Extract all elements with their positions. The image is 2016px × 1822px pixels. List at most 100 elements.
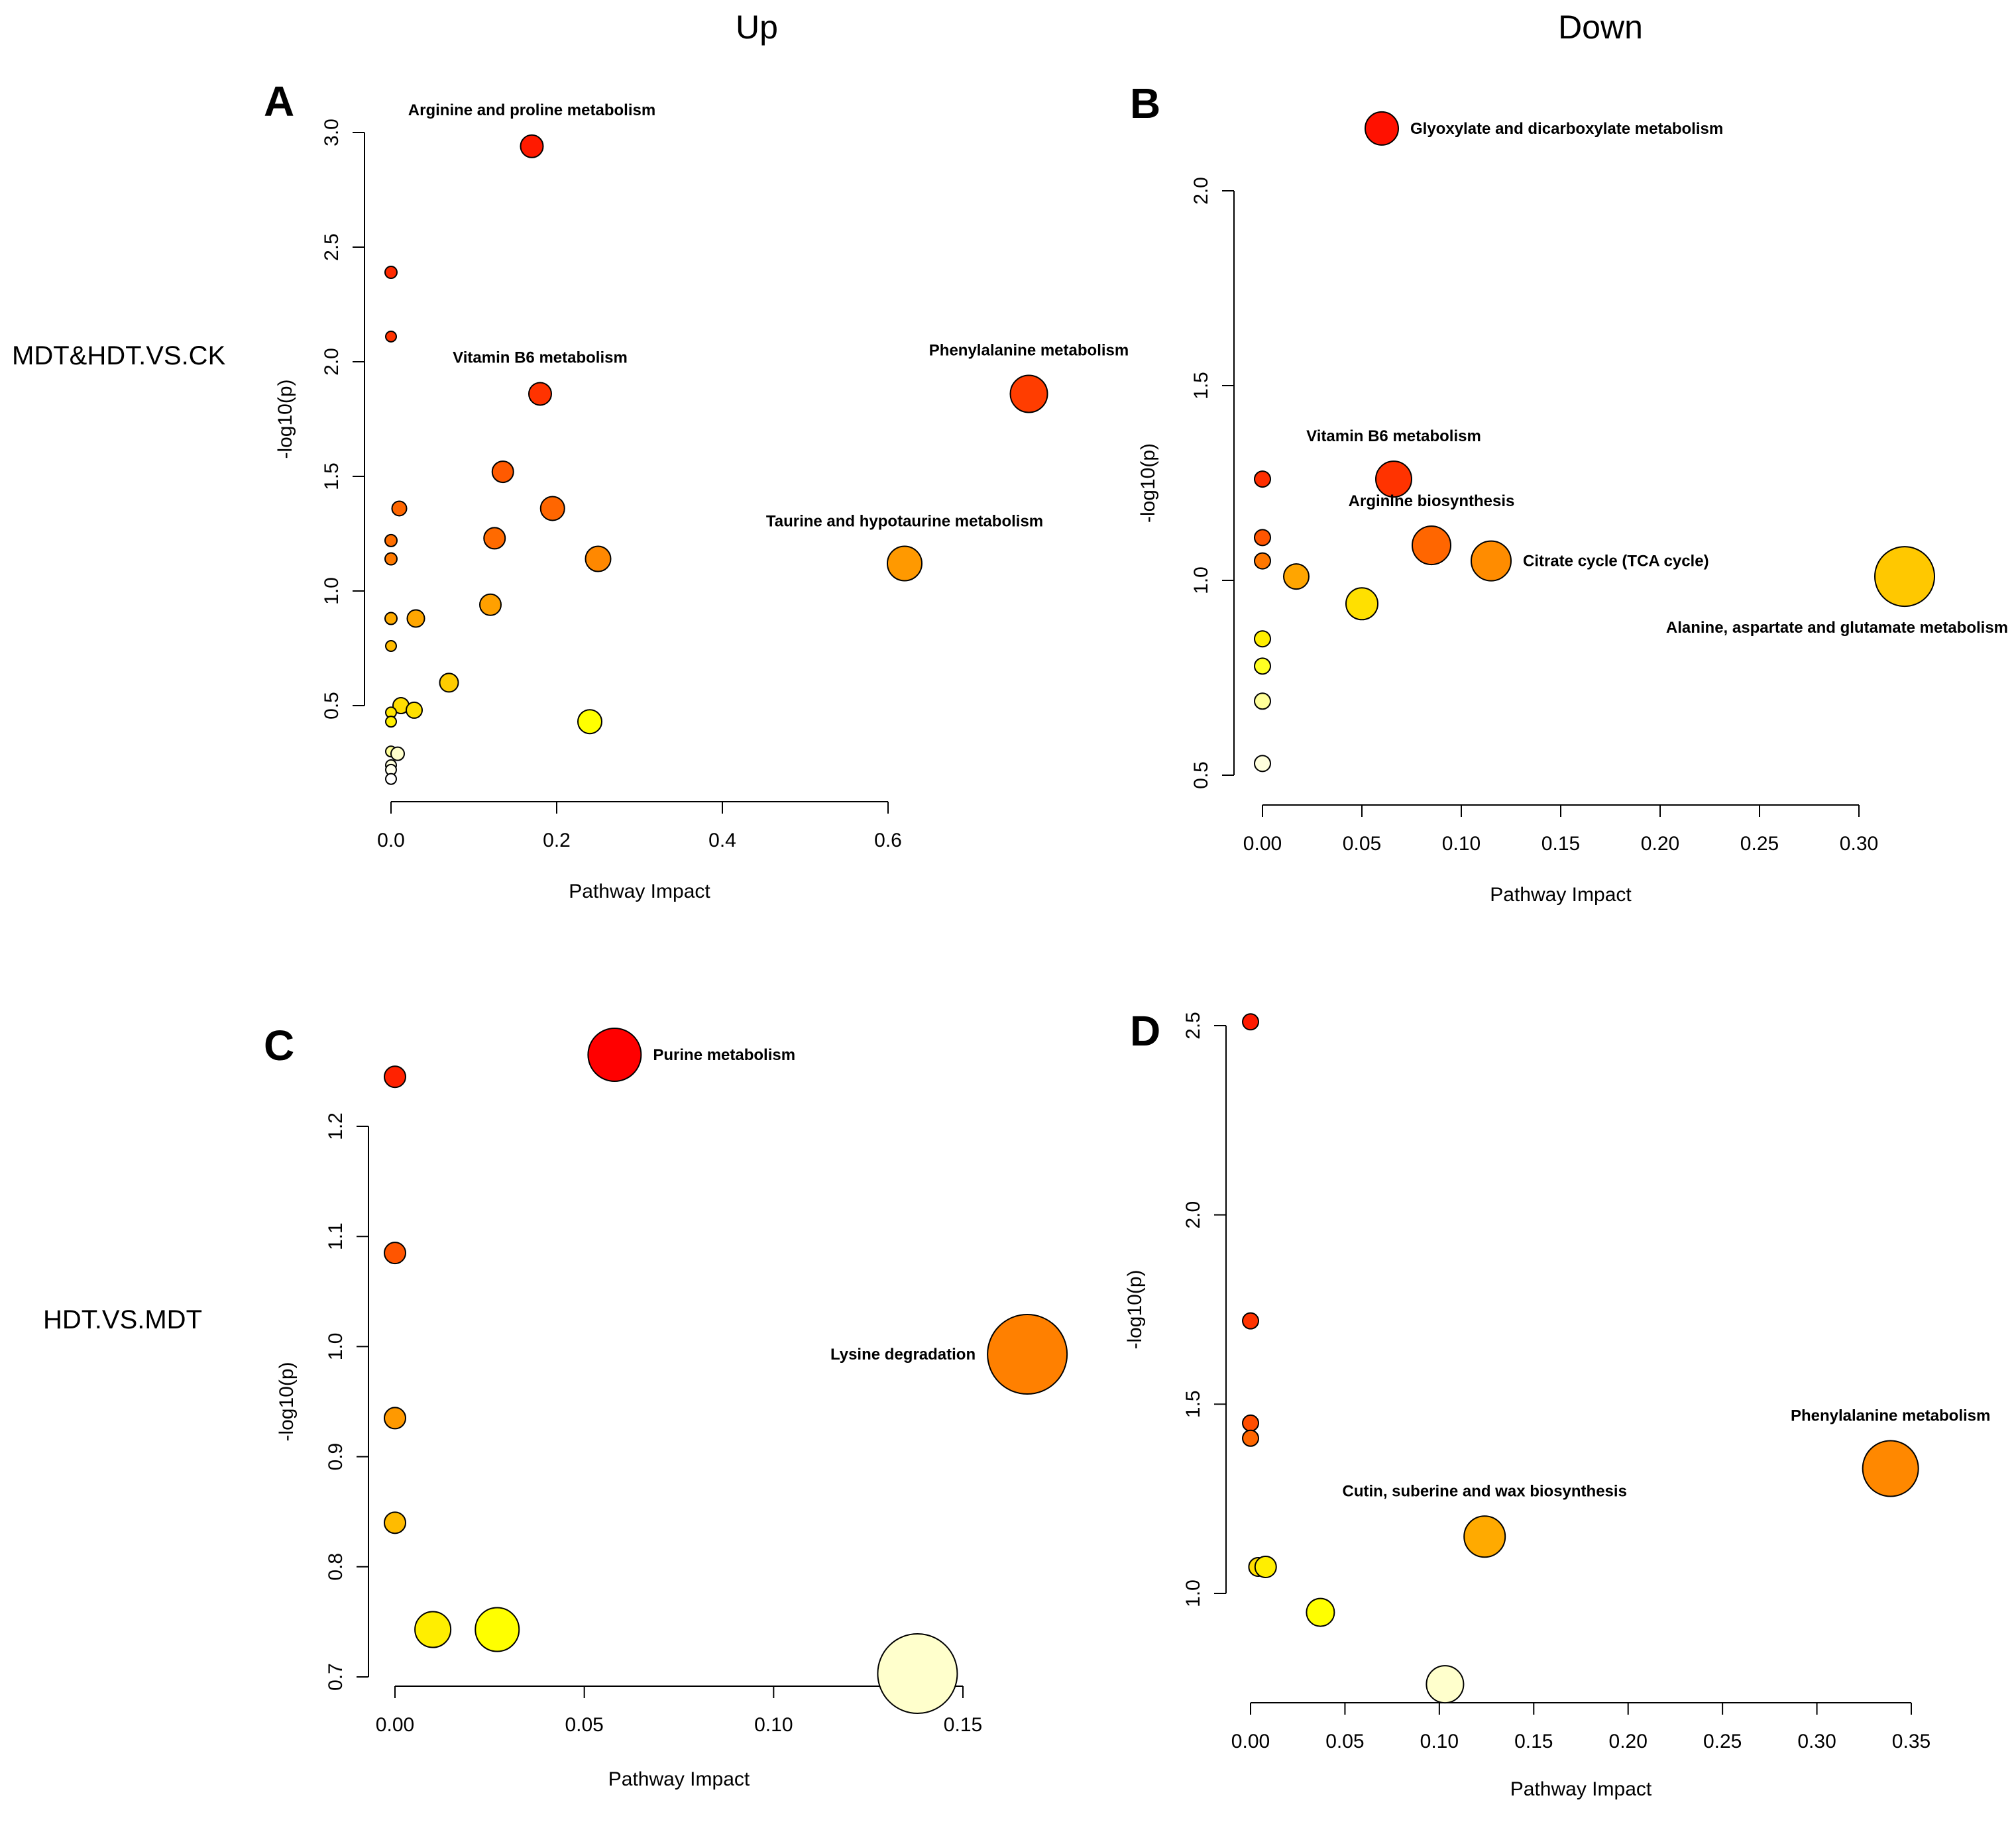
data-point — [1862, 1440, 1919, 1497]
row-label-mdt-hdt-vs-ck: MDT&HDT.VS.CK — [12, 341, 226, 370]
data-point — [391, 500, 408, 517]
data-point — [1242, 1429, 1259, 1447]
y-tick-label: 2.0 — [321, 348, 343, 376]
panel-letter-a: A — [264, 78, 294, 125]
x-tick-label: 0.4 — [708, 830, 736, 851]
y-tick-label: 3.0 — [321, 119, 343, 146]
data-point — [1254, 630, 1271, 648]
data-point — [520, 134, 544, 158]
x-tick-label: 0.30 — [1840, 833, 1878, 855]
data-point — [384, 1242, 406, 1265]
y-tick-label: 1.2 — [325, 1112, 347, 1140]
y-axis: 0.7 0.8 0.9 1.0 1.1 1.2 -log10(p) — [276, 1112, 369, 1691]
data-point — [1375, 460, 1412, 498]
y-tick-label: 2.5 — [321, 233, 343, 261]
data-point — [1874, 546, 1935, 608]
data-point — [1254, 1556, 1277, 1579]
y-tick-label: 2.5 — [1182, 1012, 1204, 1040]
data-point — [1254, 552, 1271, 570]
data-point — [384, 1511, 406, 1534]
x-tick-label: 0.15 — [1541, 833, 1580, 855]
data-points: Glyoxylate and dicarboxylate metabolism V… — [1254, 111, 2008, 773]
x-tick-label: 0.10 — [1420, 1731, 1459, 1752]
column-title-up: Up — [736, 9, 778, 46]
data-point — [1254, 529, 1271, 547]
point-annotation: Alanine, aspartate and glutamate metabol… — [1666, 619, 2008, 637]
y-tick-label: 0.9 — [325, 1443, 347, 1471]
data-point — [877, 1633, 958, 1715]
y-axis: 0.5 1.0 1.5 2.0 -log10(p) — [1137, 177, 1235, 789]
data-point — [384, 266, 398, 280]
x-tick-label: 0.00 — [1231, 1731, 1270, 1752]
y-tick-label: 1.0 — [325, 1333, 347, 1361]
x-tick-label: 0.05 — [1343, 833, 1381, 855]
x-tick-label: 0.15 — [1514, 1731, 1553, 1752]
row-label-hdt-vs-mdt: HDT.VS.MDT — [43, 1305, 202, 1334]
data-point — [483, 527, 506, 550]
data-points: Arginine and proline metabolism Vitamin B… — [384, 101, 1129, 785]
y-tick-label: 2.0 — [1190, 177, 1212, 205]
data-point — [539, 496, 565, 521]
data-point — [1242, 1312, 1259, 1330]
point-annotation: Arginine and proline metabolism — [408, 101, 655, 119]
y-axis-title: -log10(p) — [274, 379, 296, 458]
point-annotation: Arginine biosynthesis — [1349, 492, 1515, 510]
point-annotation: Vitamin B6 metabolism — [453, 348, 628, 366]
data-points: Phenylalanine metabolism Cutin, suberine … — [1242, 1013, 1990, 1704]
data-point — [585, 545, 612, 572]
point-annotation: Taurine and hypotaurine metabolism — [766, 512, 1043, 530]
data-point — [1254, 755, 1271, 773]
x-tick-label: 0.10 — [754, 1714, 793, 1736]
x-axis: 0.00 0.05 0.10 0.15 0.20 0.25 0.30 0.35 Pathway … — [1231, 1702, 1931, 1800]
data-point — [1345, 587, 1378, 621]
data-point — [1254, 692, 1271, 710]
data-point — [987, 1314, 1068, 1395]
data-point — [1463, 1515, 1506, 1558]
y-tick-label: 0.5 — [321, 692, 343, 720]
x-tick-label: 0.2 — [543, 830, 571, 851]
data-point — [384, 552, 398, 566]
x-axis: 0.00 0.05 0.10 0.15 Pathway Impact — [376, 1686, 982, 1790]
data-point — [1306, 1597, 1335, 1627]
x-tick-label: 0.05 — [565, 1714, 603, 1736]
data-point — [475, 1607, 520, 1652]
data-point — [587, 1027, 642, 1082]
y-tick-label: 1.0 — [321, 577, 343, 605]
x-tick-label: 0.6 — [874, 830, 902, 851]
panel-b: B 0.00 0.05 0.10 0.15 0.20 0.25 0.30 Pathway Imp… — [1130, 80, 2008, 906]
data-point — [1254, 657, 1271, 675]
x-axis-title: Pathway Impact — [1490, 884, 1632, 906]
point-annotation: Citrate cycle (TCA cycle) — [1523, 553, 1709, 570]
x-axis: 0.0 0.2 0.4 0.6 Pathway Impact — [377, 801, 902, 902]
panel-a: A 0.0 0.2 0.4 0.6 Pathway Impact 0.5 1.0 1.5 2.0 2… — [264, 78, 1129, 902]
data-point — [887, 545, 923, 582]
y-tick-label: 1.0 — [1182, 1580, 1204, 1607]
x-axis-title: Pathway Impact — [608, 1768, 750, 1790]
data-point — [1283, 563, 1310, 590]
data-point — [439, 672, 459, 693]
data-point — [1242, 1414, 1259, 1432]
y-axis: 0.5 1.0 1.5 2.0 2.5 3.0 -log10(p) — [274, 119, 365, 720]
y-tick-label: 1.5 — [1182, 1390, 1204, 1418]
x-tick-label: 0.05 — [1325, 1731, 1364, 1752]
point-annotation: Purine metabolism — [653, 1046, 795, 1064]
x-axis-title: Pathway Impact — [1510, 1778, 1652, 1800]
x-tick-label: 0.20 — [1641, 833, 1679, 855]
y-tick-label: 2.0 — [1182, 1201, 1204, 1229]
y-tick-label: 1.1 — [325, 1222, 347, 1250]
data-point — [479, 593, 502, 616]
data-point — [384, 1065, 406, 1089]
data-point — [385, 773, 397, 785]
x-axis: 0.00 0.05 0.10 0.15 0.20 0.25 0.30 Pathway Impa… — [1243, 804, 1878, 906]
data-points: Purine metabolism Lysine degradation — [384, 1027, 1068, 1715]
y-tick-label: 0.5 — [1190, 761, 1212, 789]
data-point — [1412, 525, 1451, 566]
x-tick-label: 0.0 — [377, 830, 405, 851]
y-tick-label: 1.0 — [1190, 566, 1212, 594]
y-tick-label: 1.5 — [1190, 372, 1212, 400]
x-tick-label: 0.00 — [376, 1714, 414, 1736]
y-tick-label: 0.7 — [325, 1663, 347, 1691]
x-axis-title: Pathway Impact — [569, 881, 710, 902]
y-axis-title: -log10(p) — [1124, 1269, 1146, 1349]
